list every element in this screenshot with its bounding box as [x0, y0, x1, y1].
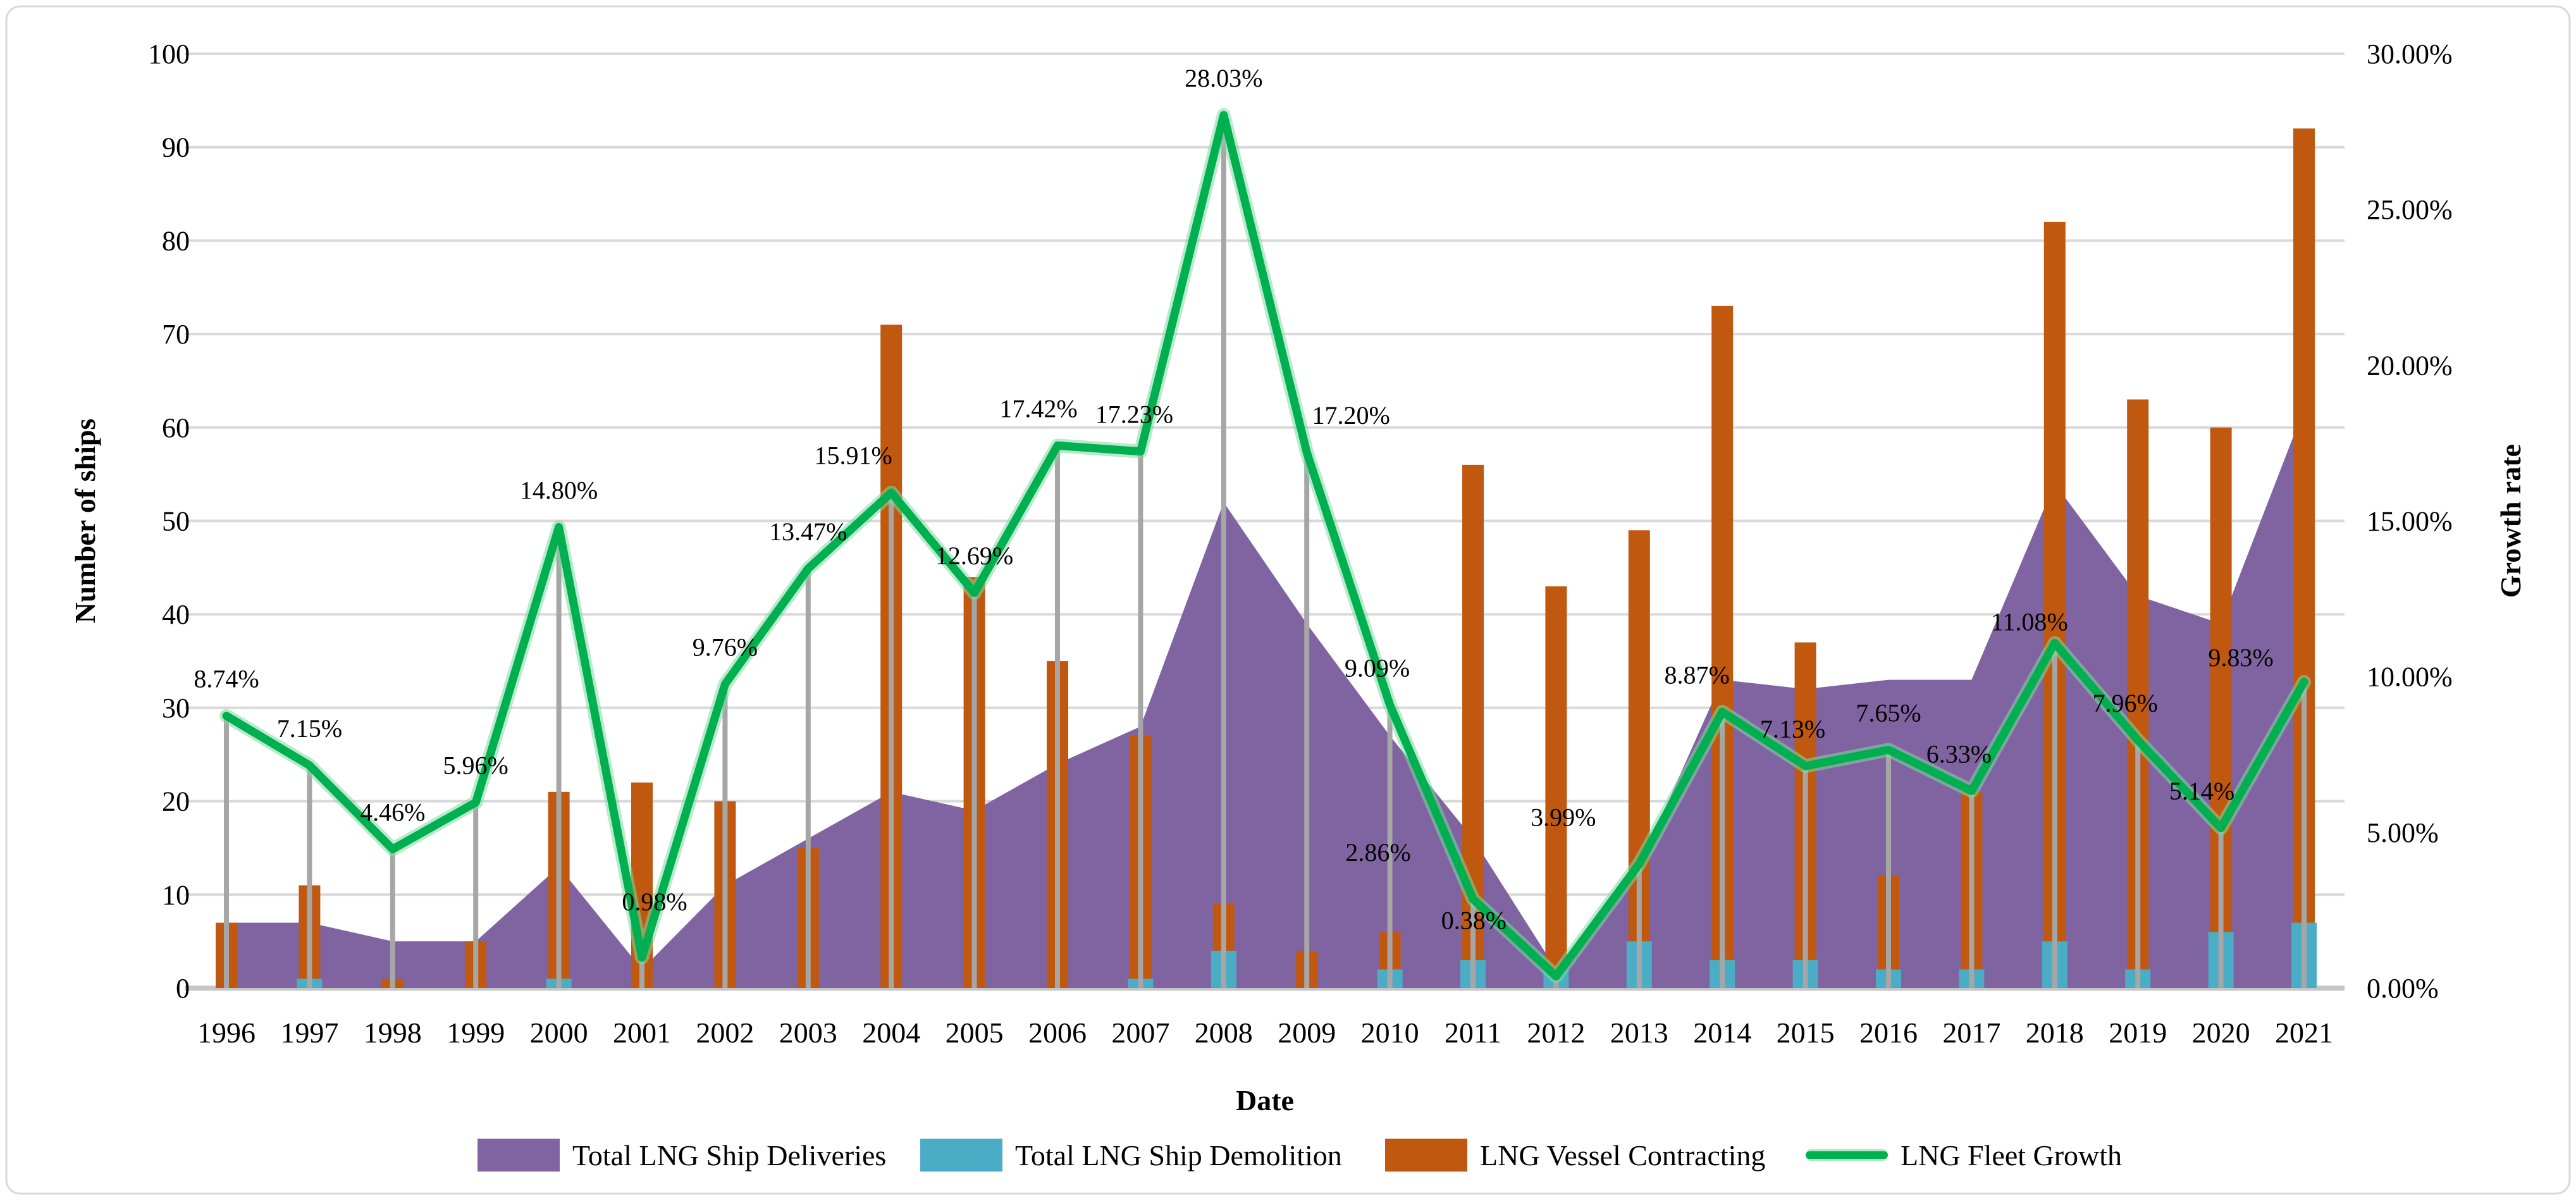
- data-label-growth-1999: 5.96%: [443, 752, 508, 780]
- legend-label-0: Total LNG Ship Deliveries: [572, 1139, 886, 1172]
- y-left-tick-0: 0: [176, 973, 190, 1004]
- data-label-growth-2018: 11.08%: [1991, 607, 2068, 636]
- data-label-growth-2021: 9.83%: [2208, 643, 2273, 672]
- x-tick-2018: 2018: [2026, 1017, 2084, 1049]
- y-left-tick-70: 70: [162, 319, 190, 350]
- y-right-tick-15.00%: 15.00%: [2367, 506, 2453, 537]
- x-tick-2014: 2014: [1693, 1017, 1751, 1049]
- y-right-tick-25.00%: 25.00%: [2367, 194, 2453, 225]
- legend-label-3: LNG Fleet Growth: [1901, 1139, 2122, 1172]
- x-tick-2012: 2012: [1527, 1017, 1585, 1049]
- y-left-tick-40: 40: [162, 599, 190, 630]
- legend-label-2: LNG Vessel Contracting: [1480, 1139, 1765, 1172]
- y-left-tick-20: 20: [162, 786, 190, 817]
- data-label-growth-2010: 9.09%: [1345, 653, 1410, 682]
- legend-swatch-1: [920, 1139, 1002, 1172]
- y-left-tick-90: 90: [162, 132, 190, 163]
- data-label-growth-2006: 17.42%: [999, 394, 1077, 423]
- x-tick-2005: 2005: [946, 1017, 1004, 1049]
- data-label-growth-2012: 0.38%: [1441, 906, 1507, 934]
- y-left-tick-50: 50: [162, 506, 190, 537]
- x-tick-2017: 2017: [1942, 1017, 2000, 1049]
- x-tick-2003: 2003: [779, 1017, 837, 1049]
- bar-lng-vessel-contracting-2012: [1545, 586, 1567, 988]
- data-label-growth-2000: 14.80%: [520, 476, 598, 504]
- x-tick-2008: 2008: [1195, 1017, 1253, 1049]
- y-axis-title-right: Growth rate: [2494, 444, 2527, 598]
- legend-swatch-0: [478, 1139, 560, 1172]
- data-label-growth-2014: 8.87%: [1665, 660, 1730, 689]
- data-label-growth-2002: 9.76%: [693, 633, 758, 661]
- y-left-tick-30: 30: [162, 693, 190, 724]
- legend-swatch-3: [1806, 1151, 1888, 1159]
- legend-swatch-2: [1385, 1139, 1467, 1172]
- y-right-tick-0.00%: 0.00%: [2367, 973, 2439, 1004]
- data-label-growth-2015: 7.13%: [1760, 715, 1825, 743]
- data-label-growth-2020: 5.14%: [2169, 777, 2234, 805]
- data-label-growth-2007: 17.23%: [1095, 400, 1173, 429]
- x-tick-2011: 2011: [1445, 1017, 1501, 1049]
- x-tick-2004: 2004: [862, 1017, 920, 1049]
- data-label-growth-2011: 2.86%: [1345, 838, 1410, 867]
- y-left-tick-10: 10: [162, 879, 190, 910]
- x-tick-2009: 2009: [1278, 1017, 1336, 1049]
- y-right-tick-10.00%: 10.00%: [2367, 662, 2453, 693]
- y-right-tick-5.00%: 5.00%: [2367, 817, 2439, 848]
- y-left-tick-80: 80: [162, 225, 190, 256]
- x-tick-2019: 2019: [2109, 1017, 2167, 1049]
- data-label-growth-2001: 0.98%: [622, 888, 687, 916]
- y-right-tick-20.00%: 20.00%: [2367, 350, 2453, 381]
- x-tick-1998: 1998: [364, 1017, 422, 1049]
- figure-border: [5, 5, 2571, 1195]
- legend-label-1: Total LNG Ship Demolition: [1015, 1139, 1342, 1172]
- x-tick-2020: 2020: [2192, 1017, 2250, 1049]
- x-tick-2000: 2000: [530, 1017, 588, 1049]
- data-label-growth-1997: 7.15%: [277, 714, 342, 743]
- data-label-growth-2005: 12.69%: [935, 541, 1013, 570]
- y-axis-title-left: Number of ships: [69, 419, 101, 624]
- x-tick-2007: 2007: [1111, 1017, 1169, 1049]
- x-tick-1997: 1997: [280, 1017, 338, 1049]
- y-right-tick-30.00%: 30.00%: [2367, 39, 2453, 70]
- x-tick-2021: 2021: [2275, 1017, 2333, 1049]
- x-tick-1999: 1999: [447, 1017, 505, 1049]
- x-axis-title: Date: [1236, 1084, 1294, 1116]
- line-lng-fleet-growth: [222, 111, 2308, 980]
- x-tick-2015: 2015: [1777, 1017, 1835, 1049]
- x-tick-2016: 2016: [1859, 1017, 1918, 1049]
- x-tick-2001: 2001: [613, 1017, 671, 1049]
- data-label-growth-2013: 3.99%: [1531, 803, 1596, 832]
- x-tick-2002: 2002: [696, 1017, 754, 1049]
- x-tick-1996: 1996: [197, 1017, 256, 1049]
- data-label-growth-2009: 17.20%: [1312, 401, 1390, 430]
- y-left-tick-100: 100: [148, 39, 190, 70]
- data-label-growth-2008: 28.03%: [1185, 64, 1262, 92]
- data-label-growth-2016: 7.65%: [1856, 698, 1921, 727]
- x-tick-2013: 2013: [1610, 1017, 1668, 1049]
- y-left-tick-60: 60: [162, 412, 190, 443]
- area-total-lng-ship-deliveries: [226, 409, 2304, 988]
- x-tick-2010: 2010: [1361, 1017, 1419, 1049]
- data-label-growth-2017: 6.33%: [1926, 739, 1992, 768]
- data-label-growth-1996: 8.74%: [194, 665, 259, 693]
- data-label-growth-2003: 13.47%: [769, 517, 847, 546]
- data-label-growth-2019: 7.96%: [2093, 689, 2158, 717]
- x-tick-2006: 2006: [1028, 1017, 1087, 1049]
- data-label-growth-2004: 15.91%: [815, 442, 892, 470]
- data-label-growth-1998: 4.46%: [360, 798, 425, 826]
